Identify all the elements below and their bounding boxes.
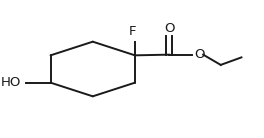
Text: F: F xyxy=(129,25,136,38)
Text: O: O xyxy=(164,22,174,35)
Text: O: O xyxy=(194,48,204,61)
Text: HO: HO xyxy=(1,76,21,89)
